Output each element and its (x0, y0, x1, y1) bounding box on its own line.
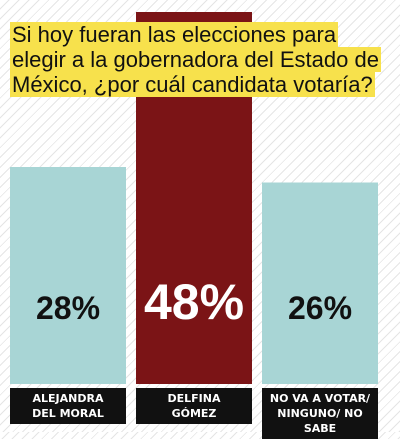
category-label-alejandra: ALEJANDRA DEL MORAL (10, 388, 126, 424)
bar-no-va-a-votar (262, 182, 378, 384)
value-label: 26% (288, 290, 352, 326)
value-label: 48% (144, 274, 244, 330)
bar-alejandra-del-moral (10, 167, 126, 384)
value-label: 28% (36, 290, 100, 326)
category-label-no-vota: NO VA A VOTAR/NINGUNO/ NO SABE (262, 388, 378, 439)
chart-title: Si hoy fueran las elecciones para elegir… (10, 22, 381, 97)
category-label-delfina: DELFINA GÓMEZ (136, 388, 252, 424)
